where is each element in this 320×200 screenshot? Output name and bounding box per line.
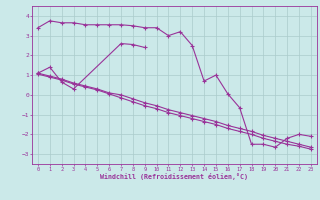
X-axis label: Windchill (Refroidissement éolien,°C): Windchill (Refroidissement éolien,°C) bbox=[100, 173, 248, 180]
